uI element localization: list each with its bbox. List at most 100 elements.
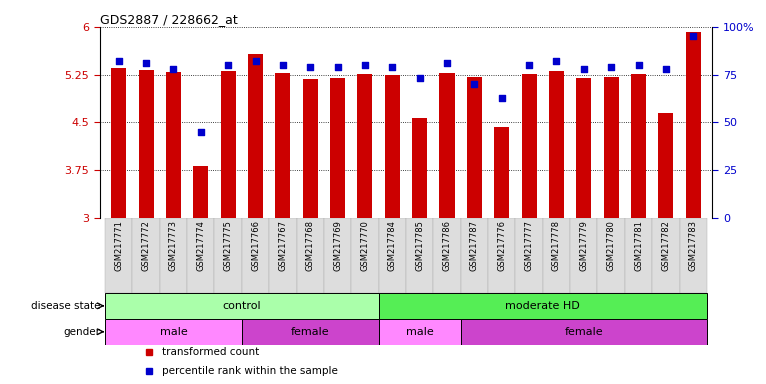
Bar <box>378 218 406 293</box>
Bar <box>570 218 597 293</box>
Point <box>277 62 289 68</box>
Bar <box>193 166 208 218</box>
Bar <box>631 74 646 218</box>
Text: GSM217774: GSM217774 <box>196 220 205 271</box>
Bar <box>466 76 482 218</box>
Text: male: male <box>159 327 188 337</box>
Point <box>496 94 508 101</box>
Bar <box>330 78 345 218</box>
Point <box>358 62 371 68</box>
Point <box>140 60 152 66</box>
Point <box>304 64 316 70</box>
Bar <box>597 218 625 293</box>
Bar <box>275 73 290 218</box>
Bar <box>522 74 537 218</box>
Point <box>687 33 699 40</box>
Bar <box>516 218 543 293</box>
Text: female: female <box>291 327 329 337</box>
Bar <box>166 72 181 218</box>
Bar <box>625 218 652 293</box>
Text: GSM217769: GSM217769 <box>333 220 342 271</box>
Text: GSM217766: GSM217766 <box>251 220 260 271</box>
Text: GSM217771: GSM217771 <box>114 220 123 271</box>
Bar <box>187 218 214 293</box>
Point <box>633 62 645 68</box>
Bar <box>412 118 427 218</box>
Bar <box>686 32 701 218</box>
Bar <box>488 218 516 293</box>
Point <box>113 58 125 65</box>
Bar <box>494 127 509 218</box>
Text: GSM217785: GSM217785 <box>415 220 424 271</box>
Bar <box>406 218 434 293</box>
Text: GSM217773: GSM217773 <box>169 220 178 271</box>
Text: GDS2887 / 228662_at: GDS2887 / 228662_at <box>100 13 237 26</box>
Bar <box>460 218 488 293</box>
Bar <box>139 70 154 218</box>
Text: GSM217786: GSM217786 <box>443 220 451 271</box>
Bar <box>105 293 378 319</box>
Bar <box>576 78 591 218</box>
Text: male: male <box>406 327 434 337</box>
Bar <box>378 319 460 345</box>
Bar <box>105 218 133 293</box>
Bar <box>324 218 352 293</box>
Text: GSM217778: GSM217778 <box>552 220 561 271</box>
Text: gender: gender <box>63 327 100 337</box>
Text: GSM217782: GSM217782 <box>661 220 670 271</box>
Text: GSM217784: GSM217784 <box>388 220 397 271</box>
Point <box>578 66 590 72</box>
Text: GSM217776: GSM217776 <box>497 220 506 271</box>
Bar <box>242 319 378 345</box>
Text: GSM217770: GSM217770 <box>361 220 369 271</box>
Bar <box>133 218 160 293</box>
Bar <box>652 218 679 293</box>
Bar <box>460 319 707 345</box>
Bar <box>604 77 619 218</box>
Bar <box>543 218 570 293</box>
Bar <box>658 113 673 218</box>
Text: moderate HD: moderate HD <box>506 301 580 311</box>
Point <box>250 58 262 65</box>
Text: disease state: disease state <box>31 301 100 311</box>
Bar <box>358 74 372 218</box>
Point <box>222 62 234 68</box>
Point <box>441 60 453 66</box>
Bar <box>248 54 263 218</box>
Bar <box>549 71 564 218</box>
Point <box>167 66 179 72</box>
Point <box>523 62 535 68</box>
Bar <box>214 218 242 293</box>
Bar <box>160 218 187 293</box>
Bar <box>242 218 269 293</box>
Bar <box>378 293 707 319</box>
Point <box>386 64 398 70</box>
Text: GSM217783: GSM217783 <box>689 220 698 271</box>
Point <box>332 64 344 70</box>
Text: GSM217787: GSM217787 <box>470 220 479 271</box>
Bar <box>303 79 318 218</box>
Point <box>414 75 426 81</box>
Bar <box>105 319 242 345</box>
Text: transformed count: transformed count <box>162 348 260 358</box>
Point <box>605 64 617 70</box>
Text: GSM217777: GSM217777 <box>525 220 534 271</box>
Text: percentile rank within the sample: percentile rank within the sample <box>162 366 338 376</box>
Text: GSM217780: GSM217780 <box>607 220 616 271</box>
Bar <box>352 218 378 293</box>
Bar <box>679 218 707 293</box>
Text: female: female <box>565 327 603 337</box>
Bar <box>111 68 126 218</box>
Text: GSM217772: GSM217772 <box>142 220 151 271</box>
Bar <box>296 218 324 293</box>
Text: GSM217775: GSM217775 <box>224 220 233 271</box>
Bar <box>385 74 400 218</box>
Bar <box>440 73 454 218</box>
Bar <box>221 71 236 218</box>
Text: GSM217781: GSM217781 <box>634 220 643 271</box>
Point <box>195 129 207 135</box>
Text: GSM217768: GSM217768 <box>306 220 315 271</box>
Point <box>550 58 562 65</box>
Bar <box>434 218 460 293</box>
Point <box>660 66 672 72</box>
